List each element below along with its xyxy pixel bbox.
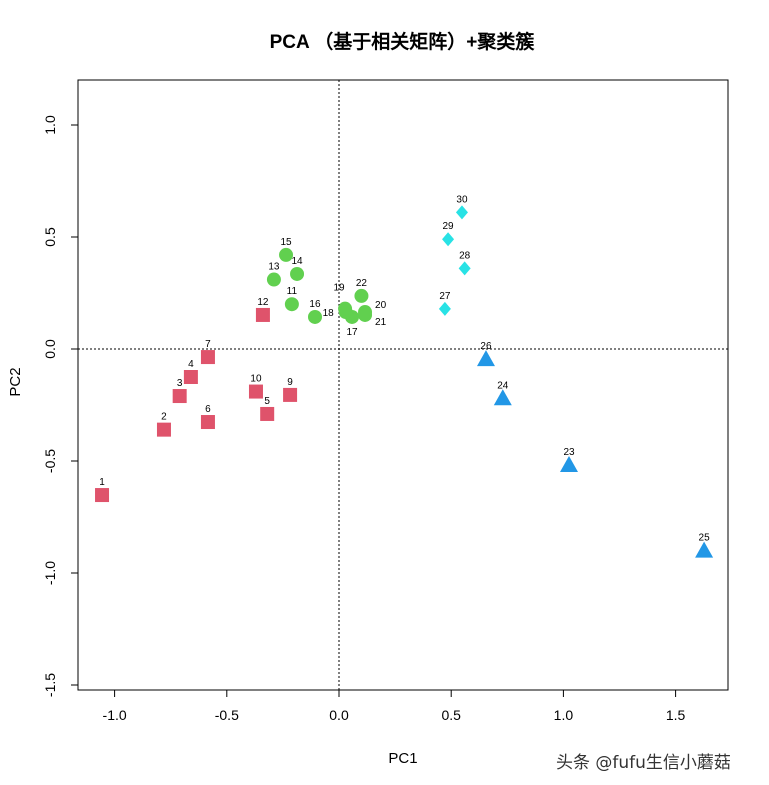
point-square	[248, 384, 263, 399]
point-label: 20	[375, 300, 387, 311]
point-square	[260, 406, 275, 421]
x-tick-label: 0.5	[441, 707, 461, 723]
chart-title: PCA （基于相关矩阵）+聚类簇	[270, 30, 536, 53]
y-tick-label: 0.5	[42, 227, 58, 247]
point-label: 18	[323, 308, 335, 319]
point-label: 30	[456, 194, 468, 205]
point-label: 12	[257, 297, 269, 308]
plot-frame	[77, 79, 729, 691]
y-tick-label: 1.0	[42, 115, 58, 135]
point-square	[172, 389, 187, 404]
point-circle	[290, 266, 305, 281]
point-circle	[284, 297, 299, 312]
point-circle	[354, 288, 369, 303]
point-triangle	[560, 456, 579, 473]
point-triangle	[695, 541, 714, 558]
point-label: 15	[280, 237, 292, 248]
point-label: 26	[480, 341, 492, 352]
point-label: 19	[333, 283, 345, 294]
point-triangle	[476, 350, 495, 367]
point-label: 25	[699, 533, 711, 544]
point-label: 7	[205, 339, 211, 350]
point-label: 2	[161, 412, 167, 423]
point-label: 10	[250, 374, 262, 385]
point-label: 11	[287, 286, 298, 297]
watermark: 头条 @fufu生信小蘑菇	[556, 753, 731, 773]
point-square	[95, 488, 110, 503]
point-label: 16	[309, 299, 321, 310]
y-axis-label: PC2	[7, 367, 24, 396]
point-circle	[266, 272, 281, 287]
point-diamond	[455, 205, 468, 220]
point-label: 22	[356, 278, 368, 289]
point-circle	[338, 301, 353, 316]
point-label: 4	[188, 359, 194, 370]
point-label: 1	[99, 477, 105, 488]
point-label: 21	[375, 317, 387, 328]
x-tick-label: -0.5	[215, 707, 239, 723]
point-label: 13	[268, 262, 280, 273]
point-label: 6	[205, 404, 211, 415]
point-label: 9	[287, 377, 293, 388]
x-tick-label: -1.0	[103, 707, 127, 723]
point-label: 14	[291, 256, 303, 267]
point-triangle	[493, 389, 512, 406]
point-label: 24	[497, 380, 509, 391]
x-tick-label: 1.5	[666, 707, 686, 723]
point-label: 17	[346, 327, 358, 338]
point-label: 23	[563, 447, 575, 458]
point-square	[156, 422, 171, 437]
x-axis-label: PC1	[388, 750, 417, 767]
point-label: 28	[459, 250, 471, 261]
point-circle	[358, 307, 373, 322]
x-tick-label: 0.0	[329, 707, 349, 723]
point-label: 27	[439, 291, 451, 302]
point-diamond	[438, 301, 451, 316]
point-label: 29	[442, 221, 454, 232]
point-label: 3	[177, 378, 183, 389]
y-tick-label: -1.0	[42, 561, 58, 585]
point-square	[255, 307, 270, 322]
point-square	[200, 350, 215, 365]
point-circle	[307, 309, 322, 324]
point-diamond	[458, 261, 471, 276]
point-square	[200, 415, 215, 430]
point-label: 5	[264, 396, 270, 407]
point-square	[283, 387, 298, 402]
point-square	[183, 370, 198, 384]
x-tick-label: 1.0	[554, 707, 574, 723]
y-tick-label: -1.5	[42, 673, 58, 697]
point-circle	[279, 247, 294, 262]
y-tick-label: 0.0	[42, 339, 58, 359]
point-diamond	[442, 232, 455, 247]
y-tick-label: -0.5	[42, 449, 58, 473]
